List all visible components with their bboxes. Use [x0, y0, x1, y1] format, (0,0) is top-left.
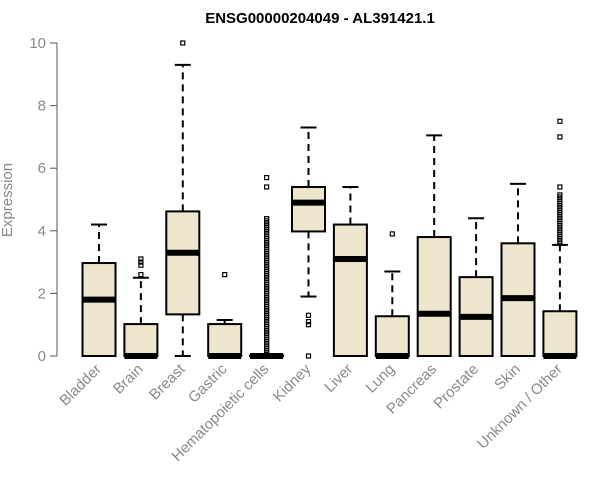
x-tick-label: Liver	[321, 361, 356, 396]
chart-title: ENSG00000204049 - AL391421.1	[205, 10, 435, 27]
box-iqr	[165, 210, 201, 316]
box-iqr	[542, 310, 578, 357]
box-group	[416, 134, 452, 357]
x-tick-label: Skin	[491, 361, 524, 394]
box-group	[207, 272, 243, 359]
outlier-point	[305, 312, 312, 318]
outlier-point	[138, 259, 144, 265]
outlier-point	[180, 40, 186, 46]
box-group	[542, 118, 578, 359]
outlier-point	[557, 134, 563, 140]
outlier-point	[305, 318, 312, 325]
box-iqr	[81, 262, 117, 357]
y-tick-label: 10	[29, 35, 46, 52]
boxes-layer	[81, 40, 578, 359]
outlier-point	[557, 192, 563, 198]
box-group	[249, 174, 285, 359]
box-iqr	[207, 323, 243, 358]
y-axis: 0 2 4 6 8 10	[29, 35, 58, 365]
box-group	[291, 126, 326, 359]
y-axis-label: Expression	[0, 163, 16, 237]
y-tick-label: 6	[38, 160, 46, 177]
box-iqr	[291, 185, 326, 233]
x-tick-label: Kidney	[270, 360, 315, 405]
box-iqr	[123, 323, 159, 358]
outlier-point	[264, 216, 270, 222]
box-iqr	[416, 236, 452, 357]
x-tick-label: Breast	[146, 360, 189, 403]
x-tick-label: Bladder	[56, 361, 105, 410]
x-tick-label: Brain	[110, 361, 147, 398]
y-tick-label: 4	[38, 223, 46, 240]
box-group	[123, 256, 159, 359]
y-tick-label: 0	[38, 348, 46, 365]
y-tick-label: 8	[38, 98, 46, 115]
outlier-point	[138, 262, 144, 268]
outlier-point	[138, 256, 144, 262]
box-group	[81, 223, 117, 357]
box-group	[458, 217, 494, 357]
outlier-point	[389, 231, 395, 237]
outlier-point	[222, 272, 228, 278]
outlier-point	[264, 174, 270, 181]
x-tick-label: Lung	[363, 361, 399, 397]
x-tick-label: Prostate	[430, 361, 482, 413]
y-tick-label: 2	[38, 285, 46, 302]
outlier-point	[138, 272, 144, 278]
outlier-point	[305, 322, 312, 328]
box-iqr	[332, 223, 368, 357]
box-group	[165, 40, 201, 357]
outlier-point	[557, 184, 563, 190]
box-group	[374, 231, 410, 359]
box-group	[332, 185, 368, 357]
outlier-point	[557, 118, 563, 124]
box-iqr	[374, 315, 410, 357]
outlier-point	[264, 184, 270, 190]
outlier-point	[305, 353, 312, 359]
box-group	[500, 182, 536, 358]
